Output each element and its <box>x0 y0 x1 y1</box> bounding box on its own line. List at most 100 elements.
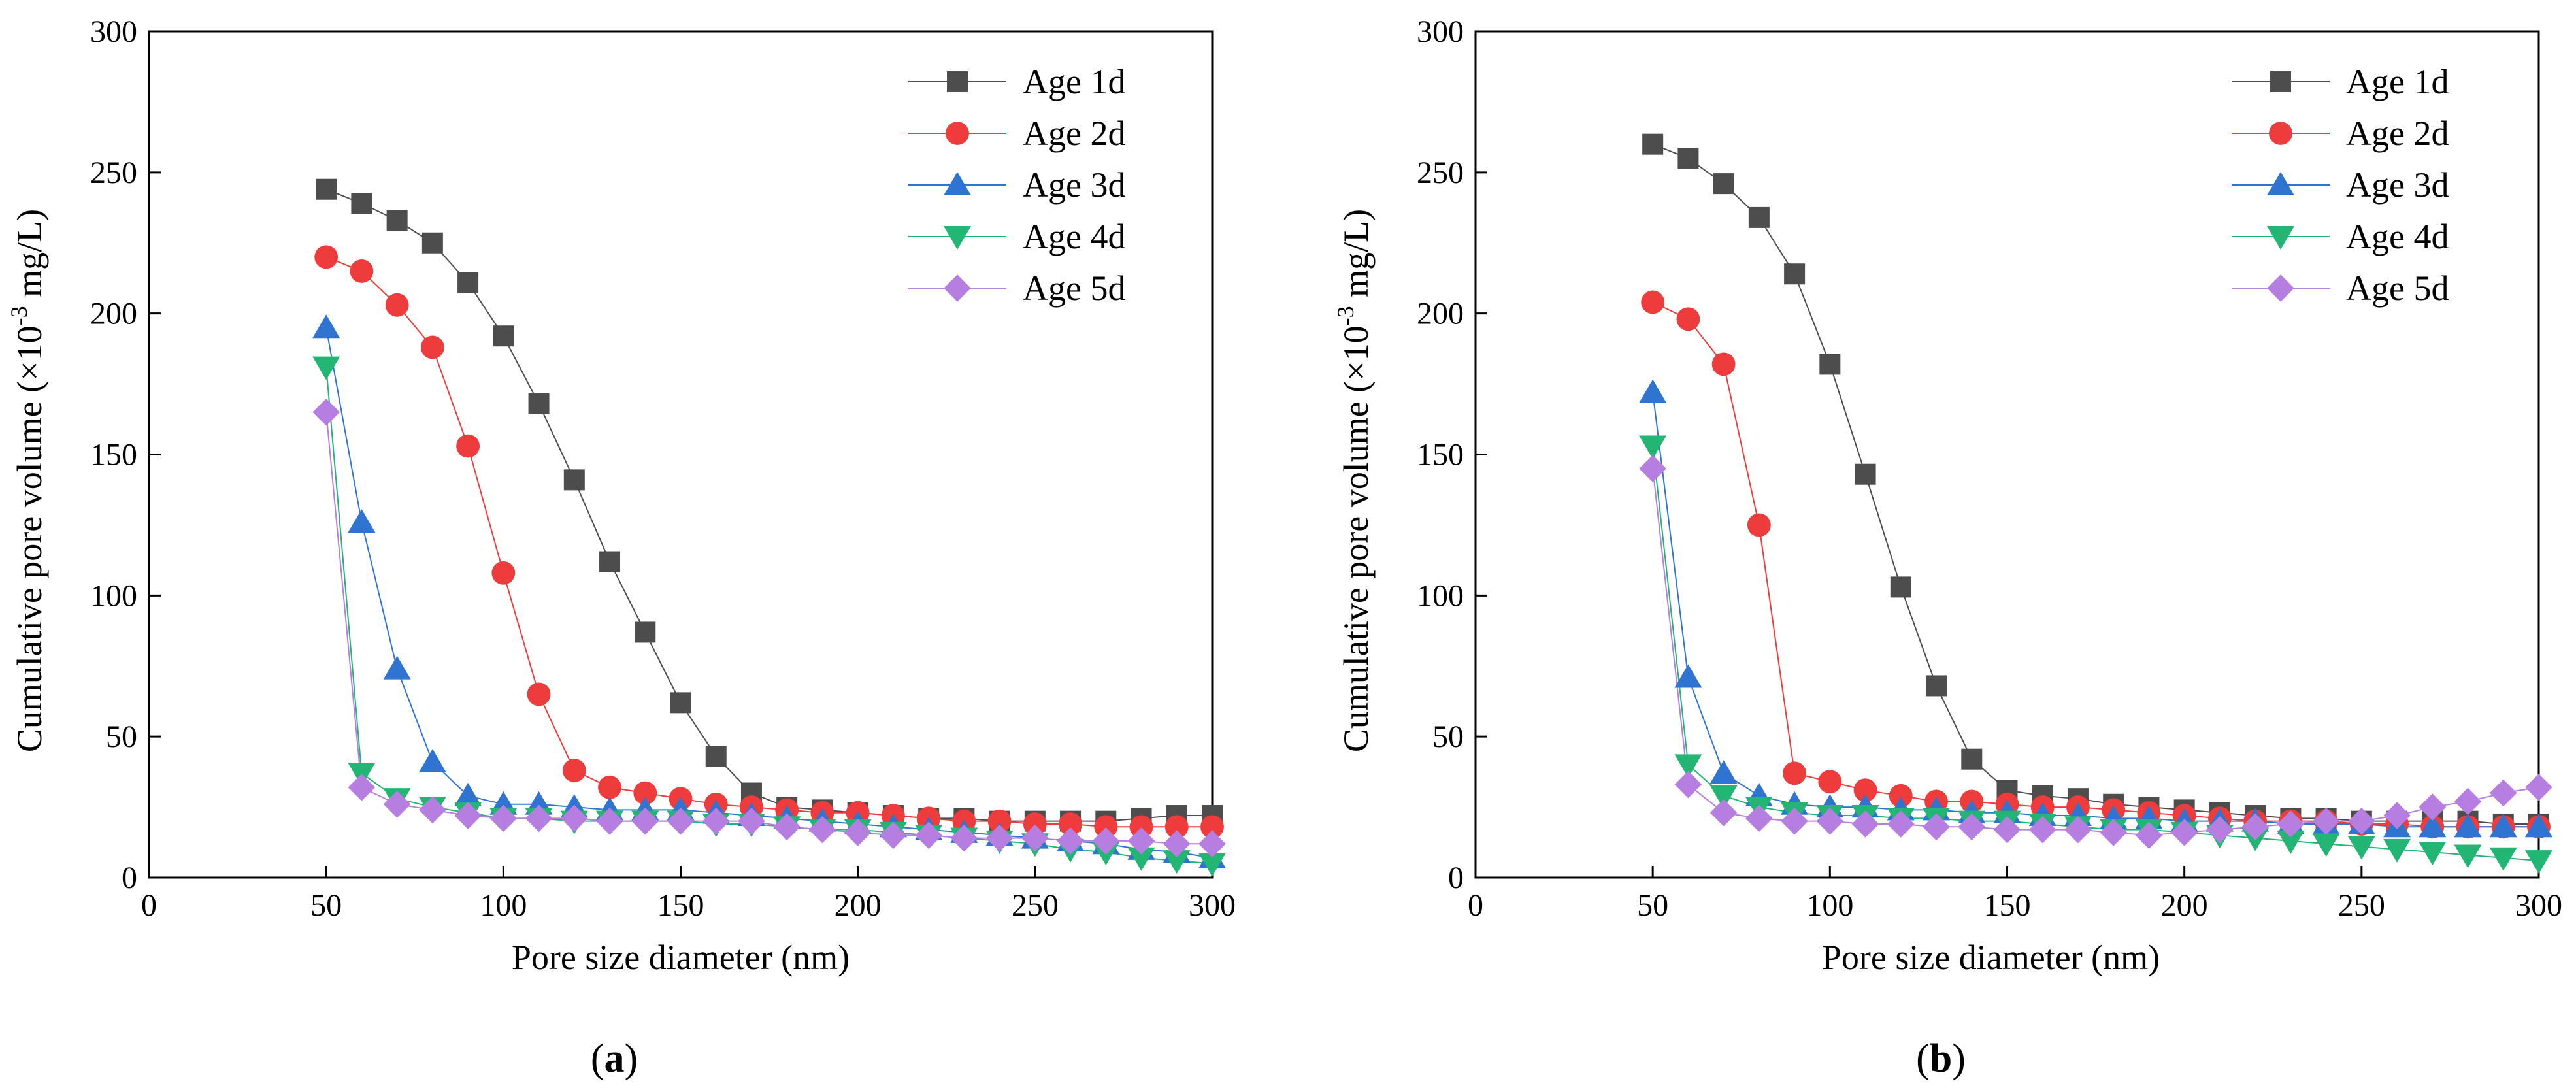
data-point-age-1d <box>1748 206 1770 228</box>
data-point-age-4d <box>1198 853 1226 877</box>
data-point-age-3d <box>454 782 482 806</box>
y-tick-label: 200 <box>1417 297 1464 331</box>
data-point-age-2d <box>633 781 657 805</box>
y-axis-title-unit: mg/L) <box>10 209 49 306</box>
data-point-age-2d <box>1059 812 1082 836</box>
data-point-age-5d <box>2525 774 2552 801</box>
data-point-age-1d <box>1713 173 1734 195</box>
data-point-age-5d <box>1923 813 1950 841</box>
data-point-age-4d <box>1163 850 1191 874</box>
y-axis-title: Cumulative pore volume (×10-3 mg/L) <box>6 209 49 752</box>
legend-label-age-4d: Age 4d <box>1023 217 1125 256</box>
x-tick-label: 0 <box>141 888 157 923</box>
data-point-age-4d <box>2489 847 2517 871</box>
data-point-age-1d <box>386 210 408 231</box>
data-point-age-2d <box>1783 761 1807 785</box>
legend-label-age-3d: Age 3d <box>2346 165 2449 205</box>
data-point-age-1d <box>670 692 691 714</box>
series-line-age-4d <box>1652 446 2539 862</box>
y-tick-label: 200 <box>90 297 137 331</box>
data-point-age-3d <box>2489 814 2517 838</box>
legend-label-age-4d: Age 4d <box>2346 217 2449 256</box>
data-point-age-5d <box>2028 816 2056 844</box>
data-point-age-4d <box>2277 830 2305 854</box>
y-tick-label: 150 <box>90 438 137 472</box>
data-point-age-1d <box>705 746 727 767</box>
plot-frame <box>1474 30 2540 879</box>
data-point-age-5d <box>985 824 1014 852</box>
data-point-age-5d <box>454 802 482 829</box>
data-point-age-1d <box>421 232 443 254</box>
legend-marker-age-4d <box>2267 226 2294 250</box>
x-tick-label: 200 <box>834 888 882 923</box>
data-point-age-5d <box>1816 807 1844 835</box>
legend-label-age-2d: Age 2d <box>2346 114 2449 153</box>
data-point-age-2d <box>527 682 551 706</box>
data-point-age-1d <box>1890 576 1911 598</box>
data-point-age-5d <box>1745 804 1773 833</box>
data-point-age-5d <box>844 819 872 846</box>
data-point-age-1d <box>1784 263 1806 285</box>
legend-marker-age-5d <box>2267 274 2294 302</box>
data-point-age-1d <box>316 178 337 200</box>
legend-marker-age-3d <box>2267 172 2294 195</box>
legend-label-age-5d: Age 5d <box>1023 269 1125 308</box>
data-point-age-5d <box>667 807 695 835</box>
series-line-age-2d <box>1652 301 2539 828</box>
data-point-age-2d <box>1889 784 1913 808</box>
data-point-age-5d <box>2064 816 2092 844</box>
data-point-age-4d <box>2383 838 2411 863</box>
data-point-age-3d <box>418 749 446 773</box>
data-point-age-4d <box>2312 833 2340 857</box>
data-point-age-4d <box>312 356 340 380</box>
data-point-age-3d <box>2525 814 2552 838</box>
data-point-age-2d <box>385 293 409 317</box>
x-tick-label: 300 <box>1189 888 1236 923</box>
data-point-age-2d <box>1818 770 1842 794</box>
y-tick-label: 100 <box>1417 578 1464 613</box>
panel-label-a: (a) <box>591 1036 638 1081</box>
x-tick-label: 200 <box>2161 888 2208 923</box>
y-tick-label: 150 <box>1417 438 1464 472</box>
y-tick-label: 300 <box>1417 14 1464 49</box>
data-point-age-2d <box>1129 815 1153 839</box>
data-point-age-2d <box>314 245 339 269</box>
y-tick-label: 0 <box>122 861 137 895</box>
x-axis-title: Pore size diameter (nm) <box>1822 938 2160 977</box>
data-point-age-2d <box>1200 815 1224 839</box>
data-point-age-4d <box>1127 847 1155 871</box>
data-point-age-4d <box>1674 754 1702 778</box>
data-point-age-2d <box>420 335 444 359</box>
y-tick-label: 50 <box>1432 719 1464 754</box>
data-point-age-5d <box>312 398 340 426</box>
series-line-age-2d <box>325 256 1212 828</box>
data-point-age-4d <box>2454 844 2482 868</box>
data-point-age-1d <box>528 393 550 414</box>
data-point-age-2d <box>987 809 1012 833</box>
data-point-age-5d <box>1993 816 2021 844</box>
x-tick-label: 150 <box>657 888 704 923</box>
plot-frame <box>148 30 1214 879</box>
data-point-age-5d <box>489 804 518 833</box>
data-point-age-5d <box>2348 807 2375 835</box>
data-point-age-3d <box>348 509 376 533</box>
data-point-age-5d <box>950 824 978 852</box>
legend-label-age-5d: Age 5d <box>2346 269 2449 308</box>
data-point-age-1d <box>1855 463 1876 485</box>
y-axis-title-text: Cumulative pore volume (×10 <box>1336 325 1376 752</box>
y-tick-label: 250 <box>1417 156 1464 190</box>
data-point-age-1d <box>493 325 514 347</box>
data-point-age-2d <box>562 759 586 782</box>
data-point-age-5d <box>2100 819 2127 846</box>
data-point-age-1d <box>563 469 585 491</box>
data-point-age-4d <box>2419 842 2447 866</box>
legend-marker-age-5d <box>944 274 971 302</box>
x-tick-label: 250 <box>1012 888 1059 923</box>
data-point-age-3d <box>383 655 411 680</box>
series-line-age-3d <box>325 327 1213 859</box>
x-tick-label: 100 <box>1806 888 1853 923</box>
data-point-age-5d <box>2489 779 2517 807</box>
data-point-age-2d <box>491 561 516 585</box>
data-point-age-5d <box>383 790 411 818</box>
